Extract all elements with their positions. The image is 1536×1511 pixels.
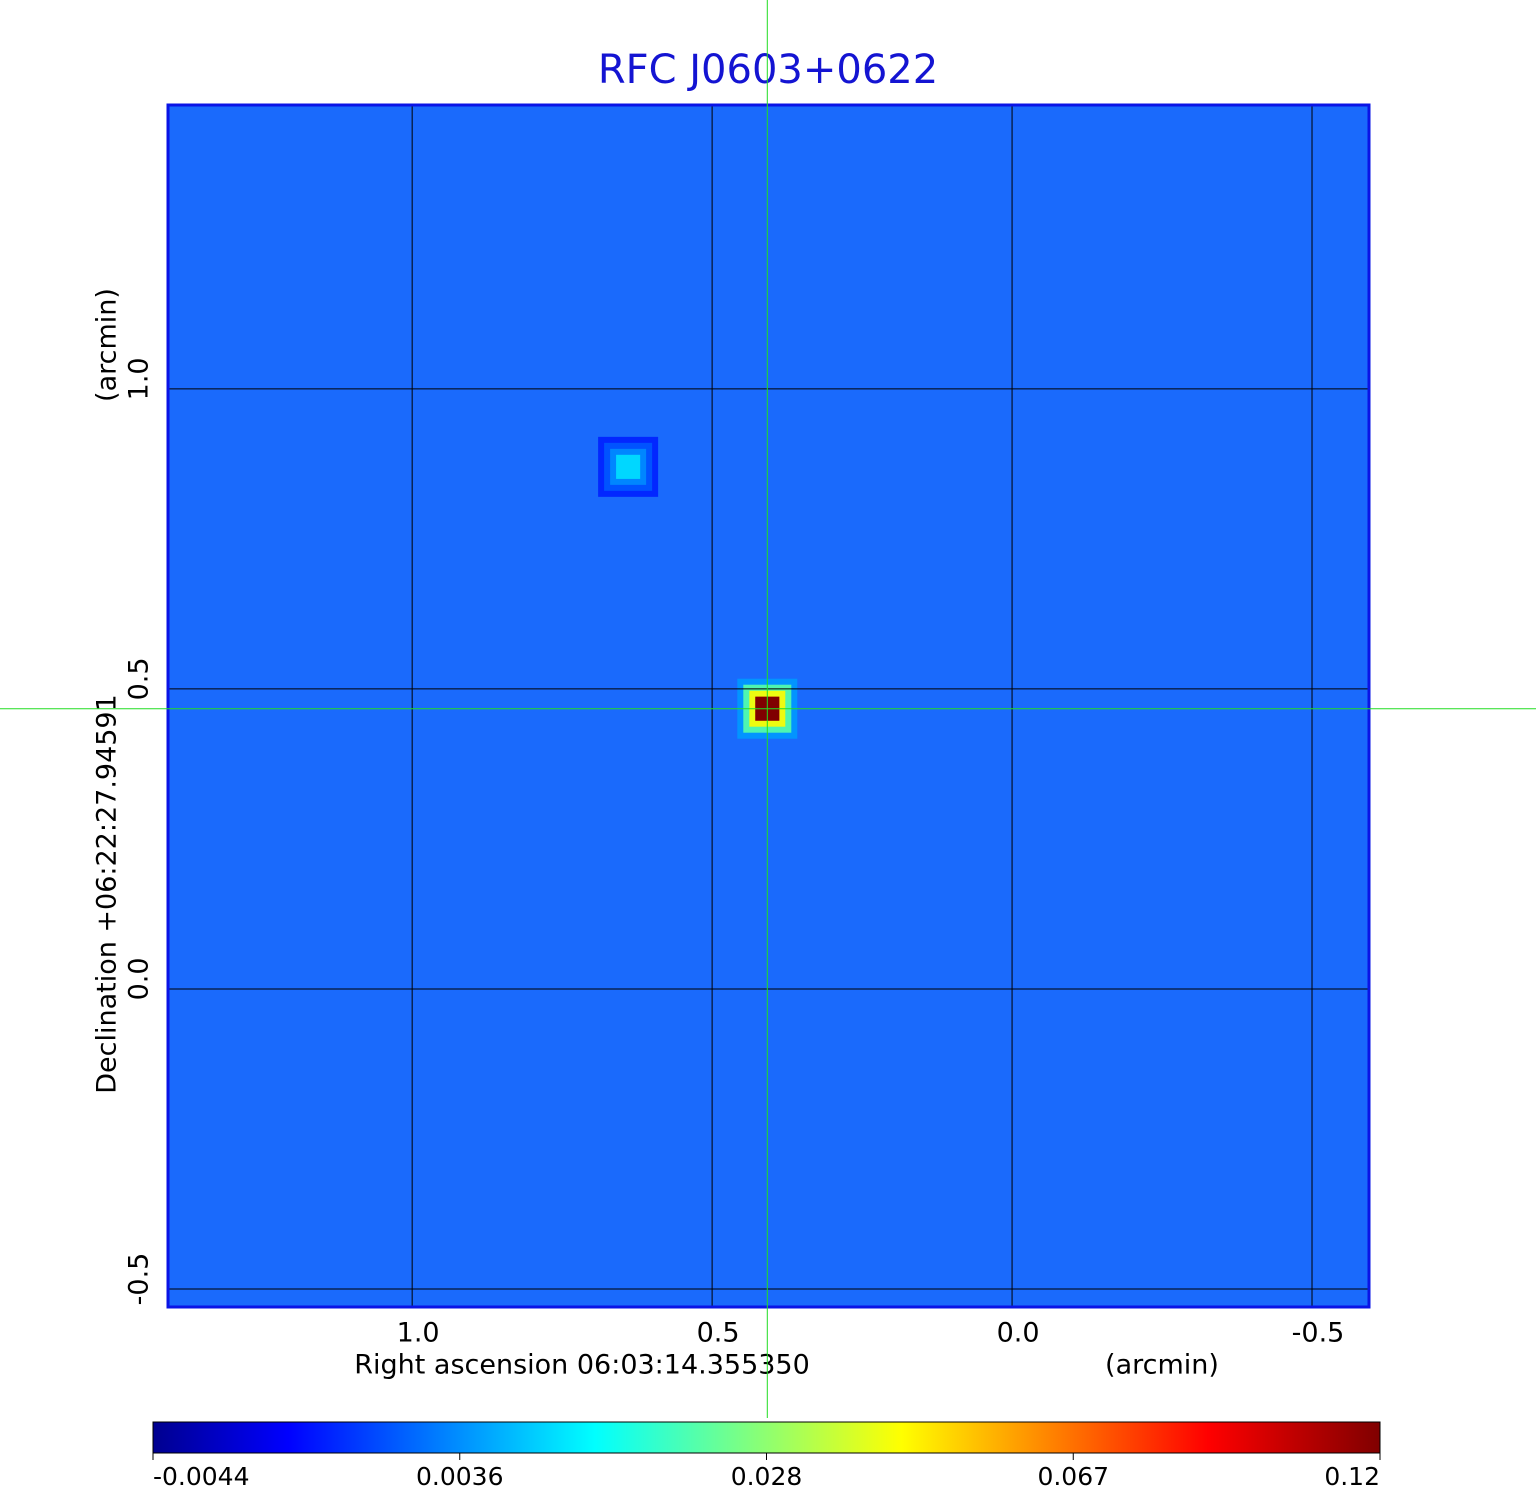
x-tick-label: 0.5 <box>697 1318 740 1349</box>
x-axis-label: Right ascension 06:03:14.355350 <box>354 1350 810 1381</box>
y-tick-label: 1.0 <box>124 357 155 400</box>
plot-frame <box>166 103 1371 1309</box>
y-tick-label: 0.0 <box>124 957 155 1000</box>
x-tick-label: 0.0 <box>997 1318 1040 1349</box>
y-axis-label: Declination +06:22:27.94591 <box>92 694 123 1094</box>
x-tick-label: -0.5 <box>1292 1318 1345 1349</box>
y-tick-label: 0.5 <box>124 657 155 700</box>
source-peak <box>616 454 641 479</box>
colorbar-tick-label: 0.0036 <box>416 1462 503 1491</box>
colorbar <box>152 1421 1381 1454</box>
y-axis-unit: (arcmin) <box>92 288 123 402</box>
x-axis-unit: (arcmin) <box>1105 1350 1219 1381</box>
colorbar-tick-label: 0.067 <box>1037 1462 1109 1491</box>
x-tick-label: 1.0 <box>397 1318 440 1349</box>
colorbar-tick-label: 0.12 <box>1324 1462 1380 1491</box>
colorbar-tick-label: 0.028 <box>731 1462 803 1491</box>
chart-title: RFC J0603+0622 <box>598 47 938 93</box>
colorbar-tick-label: -0.0044 <box>153 1462 250 1491</box>
y-tick-label: -0.5 <box>124 1253 155 1306</box>
